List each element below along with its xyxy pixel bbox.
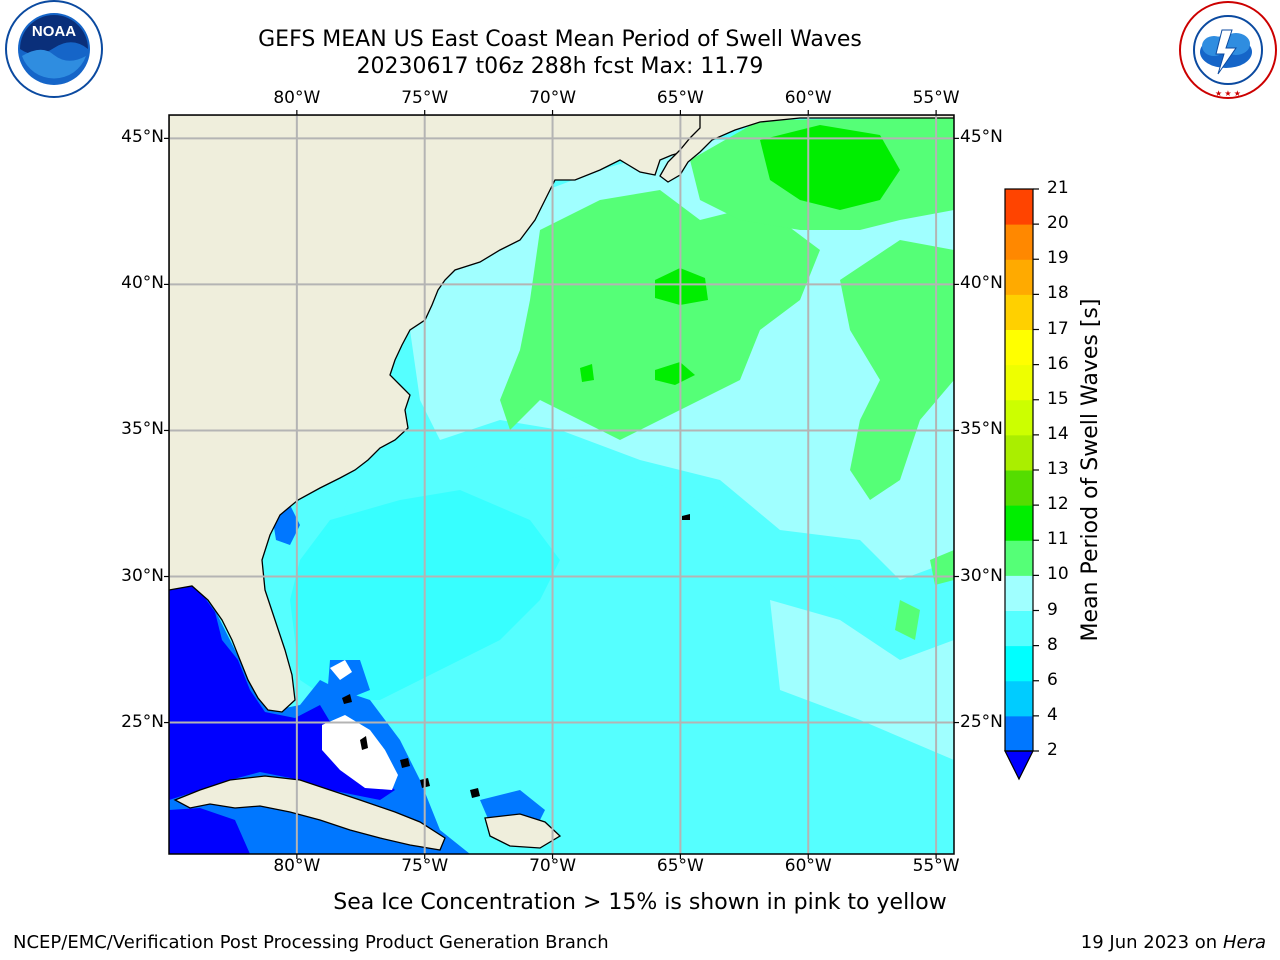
lat-label-right: 25°N (960, 711, 1003, 732)
noaa-logo: NOAA (5, 0, 103, 98)
colorbar-tick-label: 17 (1047, 318, 1069, 339)
lon-label-top: 80°W (273, 88, 321, 108)
colorbar-bin (1005, 189, 1033, 225)
colorbar-bin (1005, 680, 1033, 717)
bahamas-bank (322, 715, 398, 790)
colorbar-tick-label: 9 (1047, 599, 1058, 620)
colorbar-bin (1005, 575, 1033, 611)
period-9-10-region (500, 190, 820, 440)
lon-label-top: 60°W (784, 88, 832, 108)
colorbar-tick-label: 18 (1047, 283, 1069, 304)
lat-label-right: 35°N (960, 419, 1003, 440)
colorbar-bin (1005, 505, 1033, 541)
lon-label-bottom: 60°W (784, 856, 832, 876)
lat-label-left: 25°N (121, 711, 164, 732)
lat-label-right: 30°N (960, 565, 1003, 586)
colorbar-bin (1005, 364, 1033, 401)
colorbar-bin (1005, 715, 1033, 752)
colorbar-tick-label: 15 (1047, 388, 1069, 409)
footer-date: 19 Jun 2023 on Hera (1081, 932, 1266, 953)
chart-title: GEFS MEAN US East Coast Mean Period of S… (258, 27, 862, 52)
colorbar-tick-label: 12 (1047, 494, 1069, 515)
lat-label-left: 30°N (121, 565, 164, 586)
chart-subtitle: 20230617 t06z 288h fcst Max: 11.79 (356, 54, 764, 79)
lat-label-right: 45°N (960, 127, 1003, 148)
colorbar-tick-label: 2 (1047, 740, 1058, 760)
colorbar-tick-label: 11 (1047, 529, 1069, 550)
colorbar-bin (1005, 645, 1033, 682)
lon-label-bottom: 70°W (529, 856, 577, 876)
us-landmass (169, 115, 722, 713)
colorbar-bin (1005, 610, 1033, 647)
lon-label-top: 70°W (529, 88, 577, 108)
lon-label-bottom: 75°W (401, 856, 449, 876)
colorbar-bin (1005, 399, 1033, 436)
colorbar (1004, 188, 1039, 781)
colorbar-tick-label: 14 (1047, 423, 1069, 444)
colorbar-tick-label: 10 (1047, 564, 1069, 585)
colorbar-bin (1005, 329, 1033, 366)
colorbar-tick-label: 19 (1047, 248, 1069, 269)
lat-label-right: 40°N (960, 273, 1003, 294)
lon-label-top: 65°W (656, 88, 704, 108)
lon-label-bottom: 55°W (912, 856, 960, 876)
sea-ice-note: Sea Ice Concentration > 15% is shown in … (333, 890, 947, 915)
lon-label-top: 75°W (401, 88, 449, 108)
lon-label-bottom: 80°W (273, 856, 321, 876)
colorbar-tick-label: 8 (1047, 634, 1058, 655)
map-gridlines (169, 115, 954, 854)
nws-logo: ★ ★ ★ (1179, 1, 1277, 99)
colorbar-bin (1005, 259, 1033, 295)
svg-text:★ ★ ★: ★ ★ ★ (1215, 89, 1241, 98)
colorbar-bin (1005, 434, 1033, 471)
lat-label-left: 40°N (121, 273, 164, 294)
footer-date-text: 19 Jun 2023 on (1080, 932, 1218, 953)
period-10-11-region (760, 125, 900, 210)
lat-label-left: 35°N (121, 419, 164, 440)
footer-machine: Hera (1222, 932, 1266, 953)
map-frame (168, 114, 955, 855)
colorbar-bin (1005, 224, 1033, 260)
cuba-landmass (173, 775, 446, 851)
lon-label-top: 55°W (912, 88, 960, 108)
colorbar-tick-label: 6 (1047, 669, 1058, 690)
colorbar-bin (1005, 470, 1033, 506)
colorbar-tick-label: 20 (1047, 213, 1069, 234)
footer-org: NCEP/EMC/Verification Post Processing Pr… (13, 932, 609, 953)
colorbar-under-triangle (1004, 750, 1034, 781)
lon-label-bottom: 65°W (656, 856, 704, 876)
colorbar-tick-label: 13 (1047, 459, 1069, 479)
colorbar-tick-label: 21 (1047, 178, 1069, 198)
colorbar-bin (1005, 540, 1033, 576)
colorbar-tick-label: 16 (1047, 353, 1069, 374)
colorbar-tick-label: 4 (1047, 704, 1058, 725)
colorbar-bin (1005, 294, 1033, 330)
lat-label-left: 45°N (121, 127, 164, 148)
noaa-logo-text: NOAA (32, 23, 76, 40)
